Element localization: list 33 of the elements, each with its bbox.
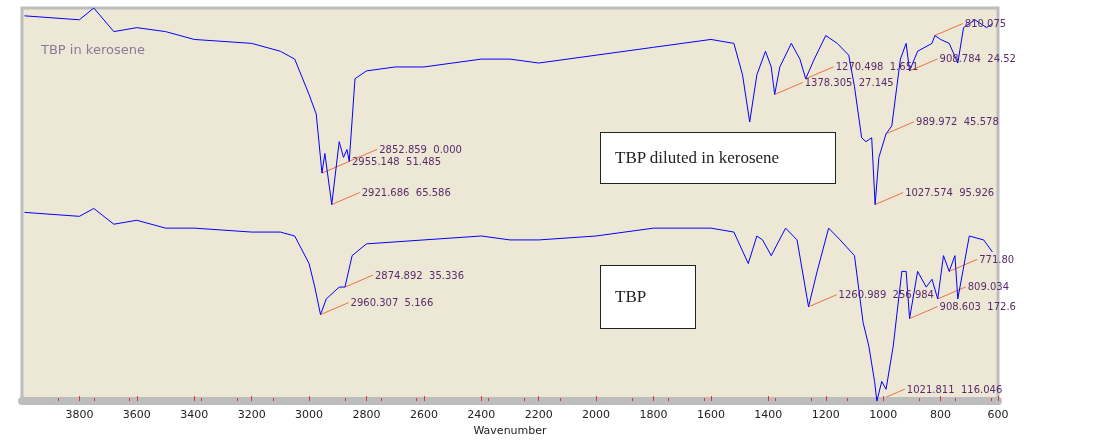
- annotation: 908.603 172.6: [939, 301, 1016, 313]
- x-tick-label: 2600: [409, 408, 438, 422]
- text-box: TBP diluted in kerosene: [600, 132, 836, 184]
- annotation: 2960.307 5.166: [350, 297, 434, 309]
- x-tick-label: 1800: [639, 408, 668, 422]
- x-tick-label: 2800: [352, 408, 381, 422]
- x-tick-label: 600: [987, 408, 1009, 422]
- x-tick-label: 1000: [869, 408, 898, 422]
- annotation: 989.972 45.578: [916, 116, 999, 128]
- text: TBP in kerosene: [40, 42, 145, 57]
- x-tick-label: 3400: [180, 408, 209, 422]
- text-box: TBP: [600, 265, 696, 329]
- x-tick-label: 1600: [696, 408, 725, 422]
- annotation: 1021.811 116.046: [906, 383, 1003, 395]
- x-tick-label: 1400: [754, 408, 783, 422]
- annotation: 2921.686 65.586: [361, 187, 451, 199]
- x-tick-label: 2200: [524, 408, 553, 422]
- annotation: 2874.892 35.336: [374, 269, 464, 281]
- annotation: 771.80: [979, 253, 1015, 265]
- x-tick-label: 2400: [467, 408, 496, 422]
- x-tick-label: 3200: [237, 408, 266, 422]
- x-tick-label: 3600: [122, 408, 151, 422]
- x-tick-label: 2000: [582, 408, 611, 422]
- annotation: 809.034: [967, 281, 1010, 293]
- annotation: 1378.305 27.145: [804, 76, 894, 88]
- x-tick-label: 3000: [295, 408, 324, 422]
- x-tick-label: 800: [930, 408, 952, 422]
- annotation: 1027.574 95.926: [905, 187, 995, 199]
- x-tick-label: 1200: [811, 408, 840, 422]
- x-axis-title: Wavenumber: [473, 424, 548, 437]
- annotation: 2852.859 0.000: [379, 143, 462, 155]
- annotation: 2955.148 51.485: [351, 155, 442, 167]
- x-tick-label: 3800: [65, 408, 94, 422]
